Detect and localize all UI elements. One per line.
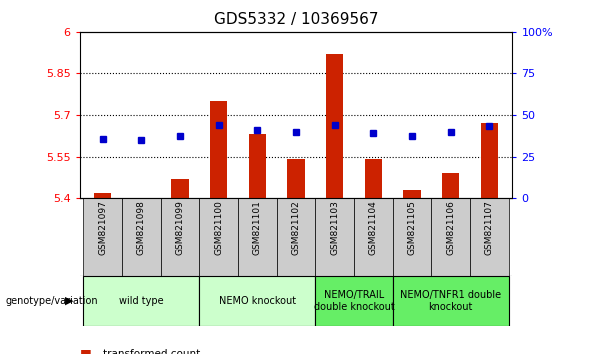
Bar <box>84 276 199 326</box>
Bar <box>442 173 459 198</box>
Title: GDS5332 / 10369567: GDS5332 / 10369567 <box>214 12 378 27</box>
Text: GSM821106: GSM821106 <box>446 201 455 256</box>
Text: ▶: ▶ <box>65 296 73 306</box>
Text: GSM821097: GSM821097 <box>98 201 107 256</box>
Bar <box>393 276 508 326</box>
Text: NEMO/TNFR1 double
knockout: NEMO/TNFR1 double knockout <box>400 290 501 312</box>
Bar <box>403 190 421 198</box>
Bar <box>365 159 382 198</box>
Bar <box>287 159 305 198</box>
Bar <box>315 198 354 276</box>
Bar <box>84 198 122 276</box>
Bar <box>326 54 343 198</box>
Text: genotype/variation: genotype/variation <box>6 296 98 306</box>
Bar <box>354 198 393 276</box>
Bar <box>277 198 315 276</box>
Text: wild type: wild type <box>119 296 164 306</box>
Bar <box>199 198 238 276</box>
Text: GSM821104: GSM821104 <box>369 201 378 255</box>
Bar <box>481 124 498 198</box>
Bar <box>431 198 470 276</box>
Text: GSM821103: GSM821103 <box>330 201 339 256</box>
Bar <box>161 198 199 276</box>
Text: GSM821102: GSM821102 <box>292 201 300 255</box>
Bar <box>199 276 315 326</box>
Bar <box>315 276 393 326</box>
Text: transformed count: transformed count <box>103 349 200 354</box>
Text: GSM821099: GSM821099 <box>176 201 184 256</box>
Text: ■: ■ <box>80 348 91 354</box>
Text: GSM821098: GSM821098 <box>137 201 146 256</box>
Bar <box>470 198 508 276</box>
Bar <box>171 179 188 198</box>
Text: GSM821105: GSM821105 <box>408 201 416 256</box>
Bar <box>210 101 227 198</box>
Bar <box>122 198 161 276</box>
Text: GSM821101: GSM821101 <box>253 201 262 256</box>
Text: NEMO/TRAIL
double knockout: NEMO/TRAIL double knockout <box>313 290 394 312</box>
Text: NEMO knockout: NEMO knockout <box>219 296 296 306</box>
Bar <box>238 198 277 276</box>
Bar <box>249 135 266 198</box>
Bar <box>94 193 111 198</box>
Text: GSM821100: GSM821100 <box>214 201 223 256</box>
Text: GSM821107: GSM821107 <box>485 201 494 256</box>
Bar <box>393 198 431 276</box>
